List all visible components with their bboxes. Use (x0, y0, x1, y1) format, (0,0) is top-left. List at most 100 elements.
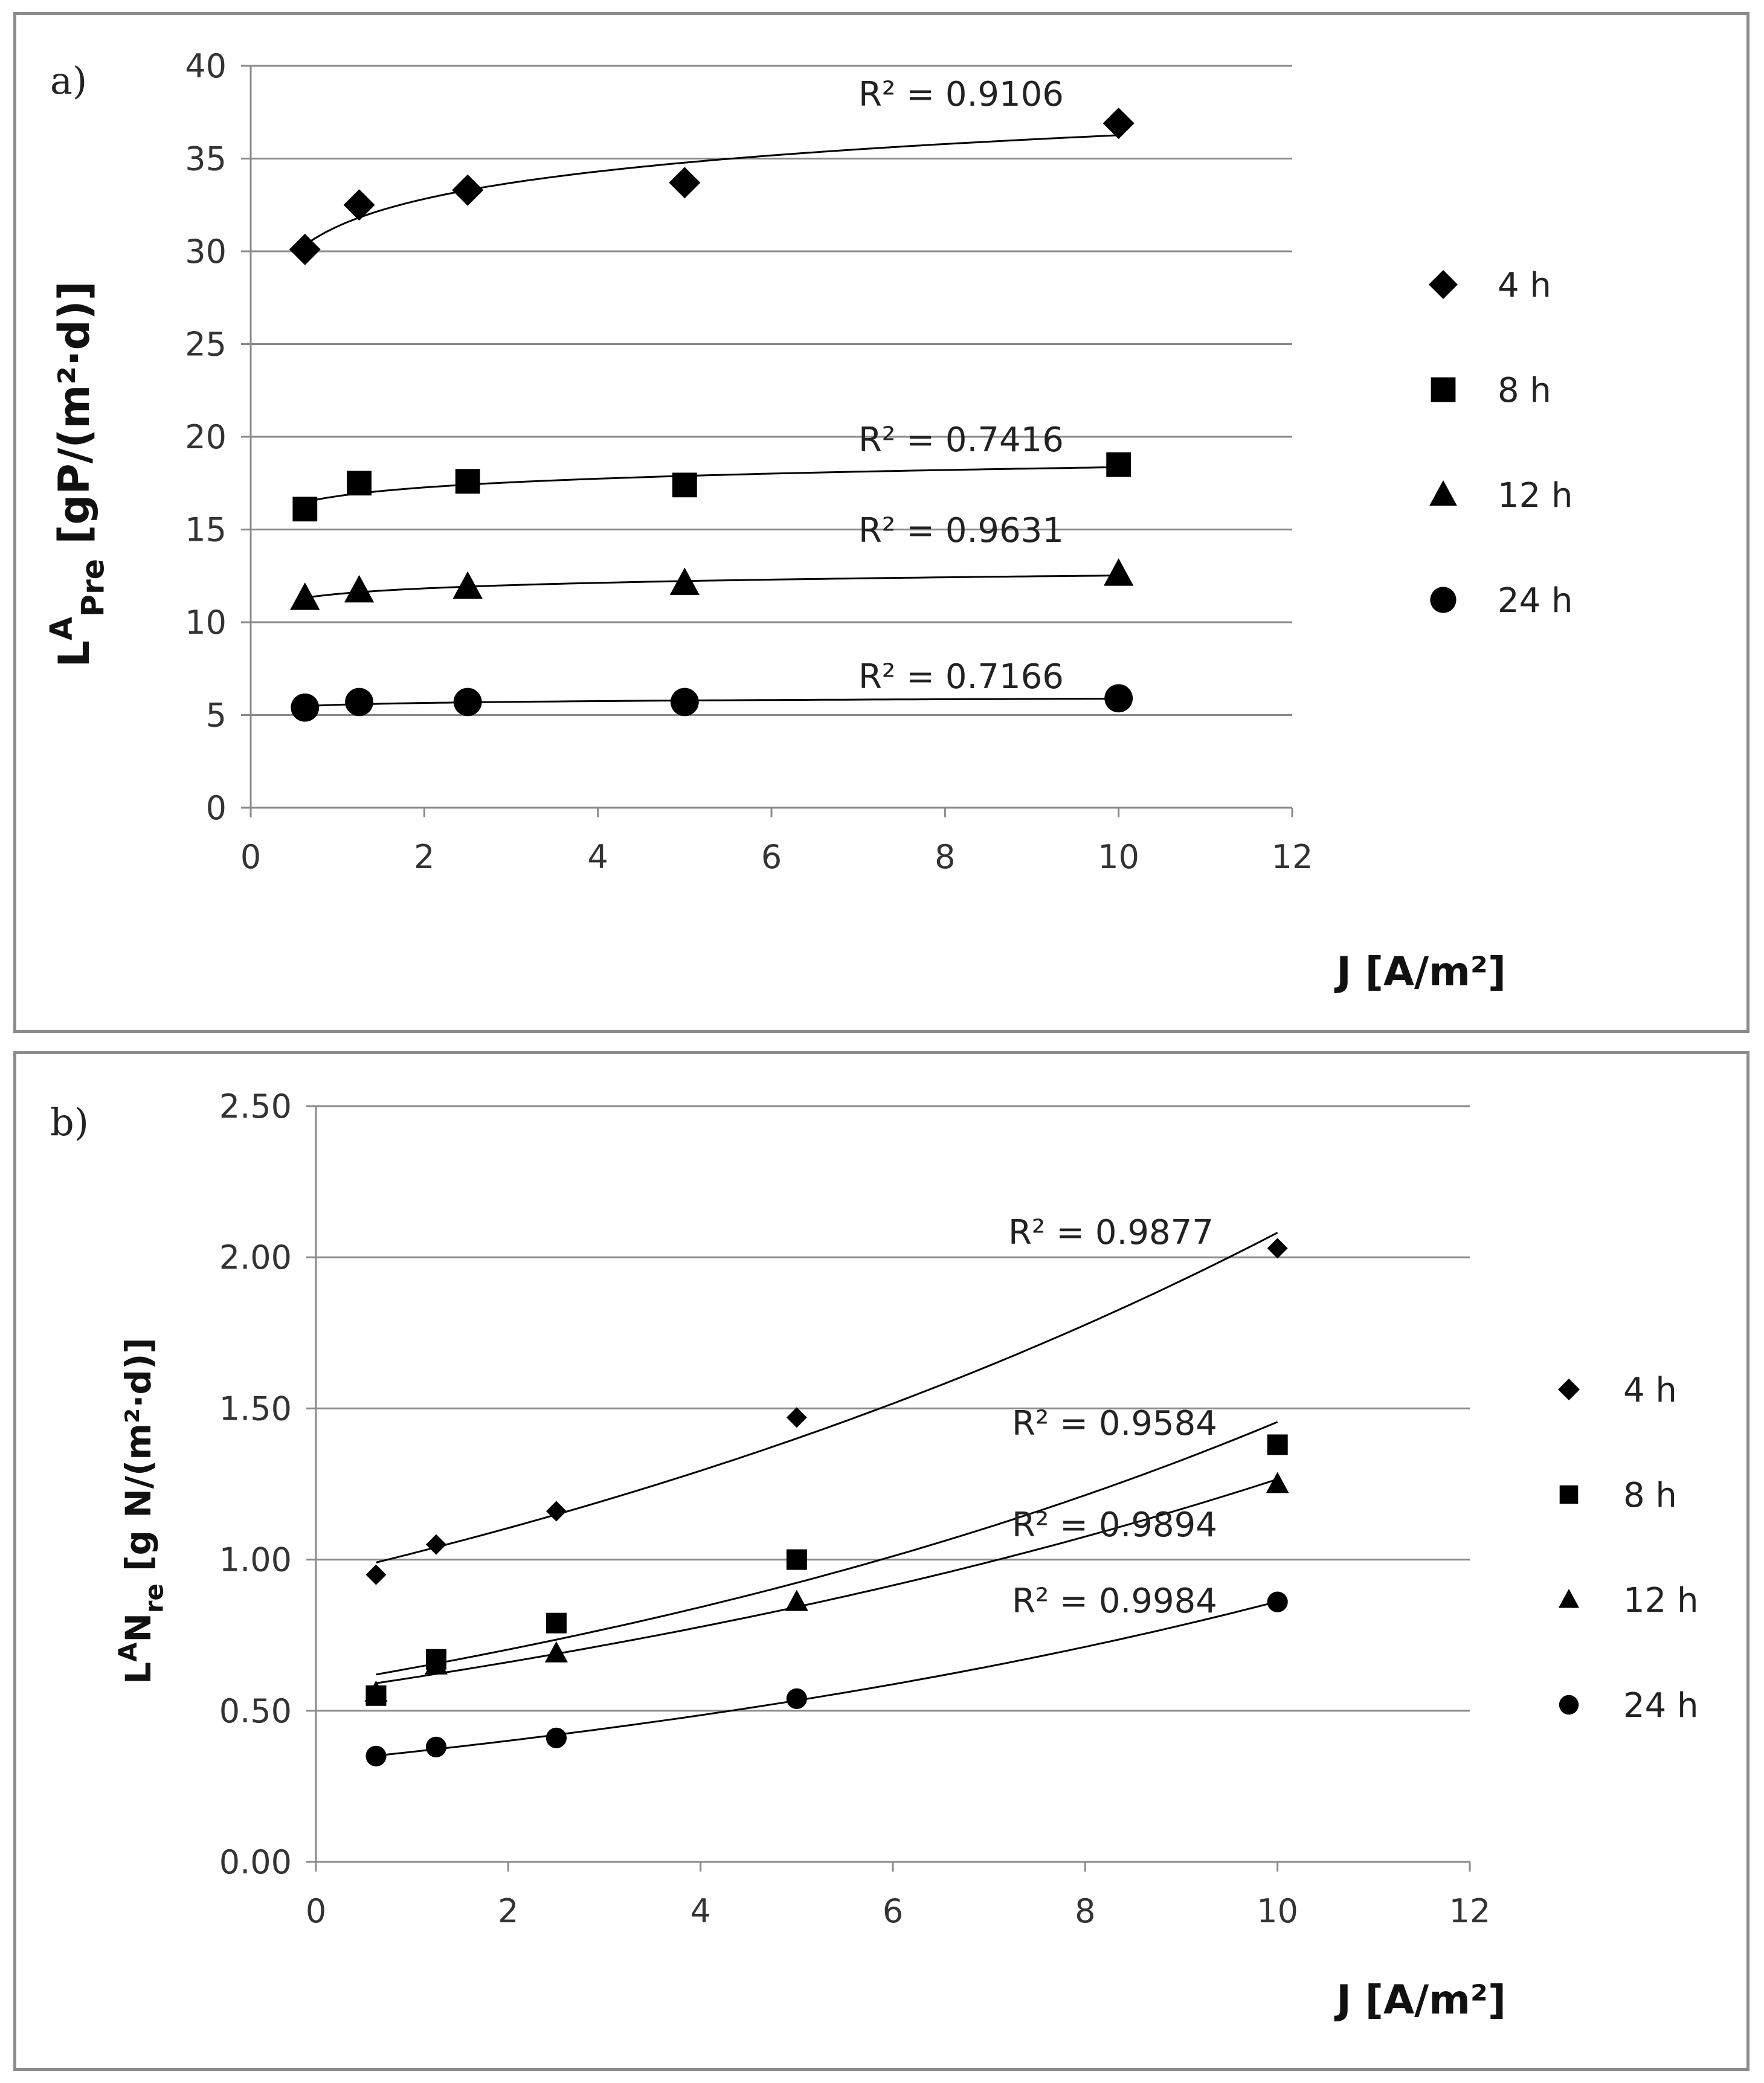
b-y-axis-title-part-4: [g N/(m²·d)] (118, 1338, 159, 1583)
a-ytick-label-5: 25 (185, 326, 227, 364)
b-point-3-4 (1267, 1591, 1288, 1612)
b-panel-label: b) (50, 1100, 89, 1144)
a-point-2-1 (344, 575, 375, 603)
a-y-axis-title-part-0: L (50, 640, 99, 668)
b-point-1-3 (786, 1549, 807, 1570)
b-y-axis-title-part-2: N (118, 1613, 159, 1643)
b-trendline-2 (376, 1478, 1278, 1684)
a-r2-label-0: R² = 0.9106 (858, 75, 1064, 114)
b-series-2 (364, 1472, 1289, 1702)
a-x-axis-title: J [A/m²] (1334, 948, 1506, 995)
b-point-3-2 (546, 1727, 567, 1748)
b-point-2-2 (544, 1641, 568, 1663)
a-panel-label: a) (50, 59, 87, 103)
a-xtick-label-2: 4 (587, 838, 608, 876)
b-legend-label-0: 4 h (1623, 1371, 1677, 1410)
b-series-3 (365, 1591, 1288, 1766)
b-point-3-0 (365, 1745, 387, 1766)
a-point-3-4 (1104, 684, 1133, 713)
a-point-1-1 (347, 471, 372, 496)
a-ytick-label-1: 5 (206, 697, 227, 735)
a-point-3-2 (453, 687, 482, 716)
chart-a-svg: 0 5 10 15 20 25 30 35 40 0 2 4 6 8 10 12 a) J [A/m²] LAPre… (43, 47, 1573, 995)
b-ytick-label-3: 1.50 (219, 1389, 292, 1428)
a-ytick-label-0: 0 (206, 789, 227, 827)
a-legend-marker-1 (1431, 377, 1456, 402)
b-legend-marker-1 (1559, 1485, 1579, 1504)
a-series-3 (291, 684, 1133, 722)
a-ytick-label-6: 30 (185, 233, 227, 271)
b-trendline-0 (376, 1232, 1278, 1563)
a-xtick-label-6: 12 (1272, 838, 1313, 876)
a-legend-label-0: 4 h (1498, 266, 1551, 305)
a-point-2-3 (669, 567, 700, 596)
b-x-axis-title: J [A/m²] (1334, 1977, 1506, 2023)
b-r2-label-2: R² = 0.9894 (1012, 1505, 1217, 1545)
a-legend-label-3: 24 h (1498, 581, 1573, 620)
b-series-0 (365, 1232, 1288, 1585)
a-point-0-0 (289, 233, 321, 265)
a-y-axis-title: LAPre [gP/(m²·d)] (43, 281, 111, 667)
a-ytick-label-2: 10 (185, 604, 227, 642)
b-legend-marker-0 (1558, 1379, 1580, 1400)
b-xtick-label-1: 2 (498, 1892, 518, 1930)
a-series-2 (290, 558, 1134, 610)
b-point-0-1 (425, 1534, 446, 1555)
b-point-1-4 (1267, 1434, 1288, 1455)
a-xtick-label-3: 6 (761, 838, 782, 876)
chart-b-svg: 0.00 0.50 1.00 1.50 2.00 2.50 0 2 4 6 8 10 12 b) J [A/… (50, 1087, 1699, 2023)
b-point-2-0 (364, 1680, 388, 1702)
a-legend-label-2: 12 h (1498, 476, 1573, 515)
a-trendline-0 (304, 134, 1119, 246)
b-r2-label-3: R² = 0.9984 (1012, 1582, 1217, 1621)
b-ytick-label-4: 2.00 (219, 1238, 292, 1277)
b-ytick-label-0: 0.00 (219, 1843, 292, 1881)
b-xtick-label-5: 10 (1257, 1892, 1298, 1930)
a-point-0-2 (452, 174, 484, 206)
a-xtick-label-4: 8 (935, 838, 955, 876)
a-point-1-2 (455, 469, 480, 494)
a-xtick-label-5: 10 (1098, 838, 1139, 876)
b-point-3-3 (786, 1688, 807, 1709)
b-trendline-1 (376, 1421, 1278, 1676)
a-point-0-3 (669, 167, 701, 199)
a-point-2-4 (1103, 558, 1134, 586)
chart-panel-b: 0.00 0.50 1.00 1.50 2.00 2.50 0 2 4 6 8 10 12 b) J [A/… (13, 1051, 1750, 2071)
a-point-3-0 (291, 693, 320, 722)
a-ytick-label-3: 15 (185, 511, 227, 549)
b-legend-label-1: 8 h (1623, 1476, 1677, 1515)
a-y-axis-title-part-1: A (43, 617, 79, 640)
a-legend-marker-3 (1430, 587, 1457, 613)
b-legend-label-3: 24 h (1623, 1686, 1699, 1725)
a-r2-label-3: R² = 0.7166 (858, 657, 1064, 697)
a-point-2-0 (290, 582, 320, 610)
a-trendline-3 (304, 698, 1119, 707)
chart-panel-a: 0 5 10 15 20 25 30 35 40 0 2 4 6 8 10 12 a) J [A/m²] LAPre… (13, 12, 1750, 1033)
b-y-axis-title-part-3: re (139, 1583, 169, 1613)
a-ytick-label-8: 40 (185, 47, 227, 85)
a-point-1-4 (1106, 452, 1131, 477)
b-r2-label-1: R² = 0.9584 (1012, 1404, 1217, 1443)
b-r2-label-0: R² = 0.9877 (1008, 1213, 1214, 1252)
a-r2-label-2: R² = 0.9631 (858, 511, 1064, 550)
a-point-3-1 (345, 687, 373, 716)
a-r2-label-1: R² = 0.7416 (858, 420, 1064, 460)
b-xtick-label-2: 4 (690, 1892, 710, 1930)
a-legend-label-1: 8 h (1498, 371, 1551, 410)
a-legend-marker-2 (1429, 480, 1457, 506)
a-xtick-label-1: 2 (414, 838, 434, 876)
b-point-2-1 (424, 1653, 448, 1675)
a-y-axis-title-part-2: Pre (76, 559, 111, 617)
a-series-1 (292, 452, 1131, 522)
a-ytick-label-4: 20 (185, 418, 227, 456)
a-legend-marker-0 (1429, 270, 1458, 299)
b-xtick-label-0: 0 (306, 1892, 326, 1930)
a-point-1-0 (292, 497, 318, 522)
a-point-1-3 (672, 472, 697, 498)
b-legend-marker-3 (1559, 1695, 1579, 1715)
a-point-3-3 (670, 687, 699, 716)
b-xtick-label-6: 12 (1449, 1892, 1491, 1930)
b-point-3-1 (425, 1736, 447, 1757)
b-point-0-3 (786, 1407, 807, 1428)
b-legend-marker-2 (1558, 1589, 1580, 1608)
